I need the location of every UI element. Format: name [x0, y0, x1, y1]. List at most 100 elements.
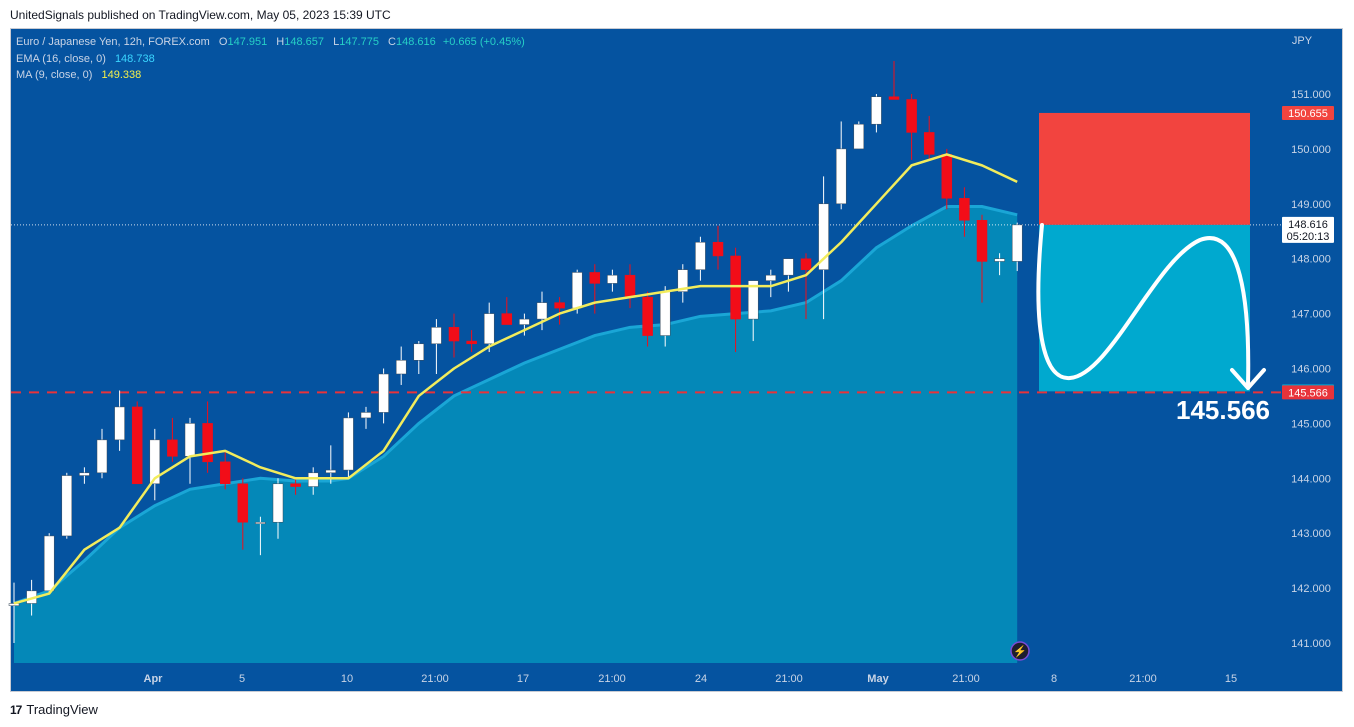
candle-body: [624, 274, 636, 298]
open-value: 147.951: [227, 36, 268, 48]
candle-body: [378, 373, 389, 413]
change-value: +0.665 (+0.45%): [442, 36, 525, 48]
candle-body: [431, 327, 442, 345]
candle-body: [800, 258, 812, 270]
y-tick-label: 146.000: [1291, 364, 1331, 376]
open-label: O: [218, 36, 228, 48]
candle-body: [659, 291, 671, 336]
tradingview-logo-icon: 17: [10, 702, 22, 717]
y-tick-label: 148.000: [1291, 254, 1331, 266]
candle-body: [307, 472, 319, 487]
candle-body: [114, 406, 125, 441]
x-tick-label: 5: [239, 673, 245, 685]
ma-label[interactable]: MA (9, close, 0): [16, 69, 93, 81]
candle-38: [677, 264, 689, 303]
candle-15: [272, 478, 284, 539]
y-tick-label: 142.000: [1291, 583, 1331, 595]
candle-56: [994, 253, 1005, 276]
price-label-box: [1282, 216, 1334, 243]
candle-9: [167, 417, 178, 462]
candle-39: [695, 236, 706, 281]
candle-body: [1011, 224, 1023, 262]
candle-4: [79, 467, 90, 484]
candle-26: [466, 330, 477, 353]
candle-29: [519, 313, 530, 336]
ema-value: 148.738: [114, 52, 155, 65]
published-header: UnitedSignals published on TradingView.c…: [10, 8, 391, 22]
candle-25: [448, 313, 460, 358]
close-value: 148.616: [395, 36, 436, 48]
symbol-name[interactable]: Euro / Japanese Yen, 12h, FOREX.com: [16, 36, 210, 48]
candle-body: [695, 241, 706, 270]
candle-body: [79, 472, 90, 476]
candle-36: [642, 291, 653, 347]
high-label: H: [276, 36, 285, 48]
candle-body: [765, 274, 777, 281]
candle-14: [255, 516, 266, 556]
price-axis-background: [1281, 29, 1342, 691]
candle-44: [783, 258, 794, 292]
low-value: 147.775: [339, 36, 379, 48]
candle-body: [607, 274, 618, 284]
x-tick-label: 21:00: [775, 673, 803, 685]
candle-body: [343, 417, 354, 471]
candle-body: [941, 154, 953, 199]
candle-17: [307, 467, 319, 495]
candle-body: [730, 255, 741, 320]
candle-body: [360, 412, 372, 419]
y-tick-label: 147.000: [1291, 309, 1331, 321]
candle-body: [184, 423, 196, 457]
footer-brand: 17 TradingView: [10, 702, 98, 717]
price-label-text: 148.616: [1288, 219, 1328, 231]
candle-body: [871, 96, 882, 125]
candle-47: [835, 121, 847, 210]
candle-body: [519, 318, 530, 325]
candle-body: [888, 96, 900, 100]
candle-20: [360, 406, 372, 429]
candle-body: [202, 423, 213, 463]
candle-body: [642, 296, 653, 336]
candle-28: [501, 297, 513, 325]
y-tick-label: 143.000: [1291, 528, 1331, 540]
x-tick-label: 10: [341, 673, 353, 685]
candle-body: [976, 220, 988, 262]
price-label-box: [1282, 385, 1334, 400]
y-tick-label: 141.000: [1291, 638, 1331, 650]
candle-16: [290, 478, 301, 495]
close-label: C: [388, 36, 396, 48]
chart-legend: Euro / Japanese Yen, 12h, FOREX.com O147…: [16, 34, 525, 84]
candle-body: [959, 198, 970, 221]
ma-row: MA (9, close, 0) 149.338: [16, 67, 525, 84]
candle-body: [483, 313, 495, 345]
candle-body: [994, 258, 1005, 262]
candle-31: [554, 297, 565, 325]
candle-body: [536, 302, 548, 320]
price-label-box: [1282, 105, 1334, 120]
candle-body: [589, 272, 601, 284]
candle-body: [554, 302, 565, 309]
candle-30: [536, 291, 548, 331]
x-tick-label: 17: [517, 673, 529, 685]
ema-label[interactable]: EMA (16, close, 0): [16, 52, 106, 65]
price-axis-label-0: 150.655: [1282, 105, 1334, 120]
x-tick-label: 21:00: [952, 673, 980, 685]
candle-body: [818, 203, 829, 270]
candle-49: [871, 94, 882, 133]
price-label-countdown: 05:20:13: [1287, 231, 1330, 243]
candle-body: [290, 483, 301, 487]
candle-54: [959, 187, 970, 237]
candle-body: [325, 469, 337, 474]
x-tick-label: 21:00: [598, 673, 626, 685]
candle-7: [131, 401, 143, 485]
y-tick-label: 145.000: [1291, 418, 1331, 430]
candle-body: [906, 99, 917, 133]
candle-50: [888, 61, 900, 100]
x-tick-label: May: [867, 673, 889, 685]
ema-line: [13, 205, 1018, 605]
candle-23: [413, 341, 425, 374]
candle-40: [712, 225, 724, 270]
ema-area: [14, 206, 1018, 664]
candle-22: [395, 346, 407, 385]
target-price-label: 145.566: [1176, 395, 1270, 425]
